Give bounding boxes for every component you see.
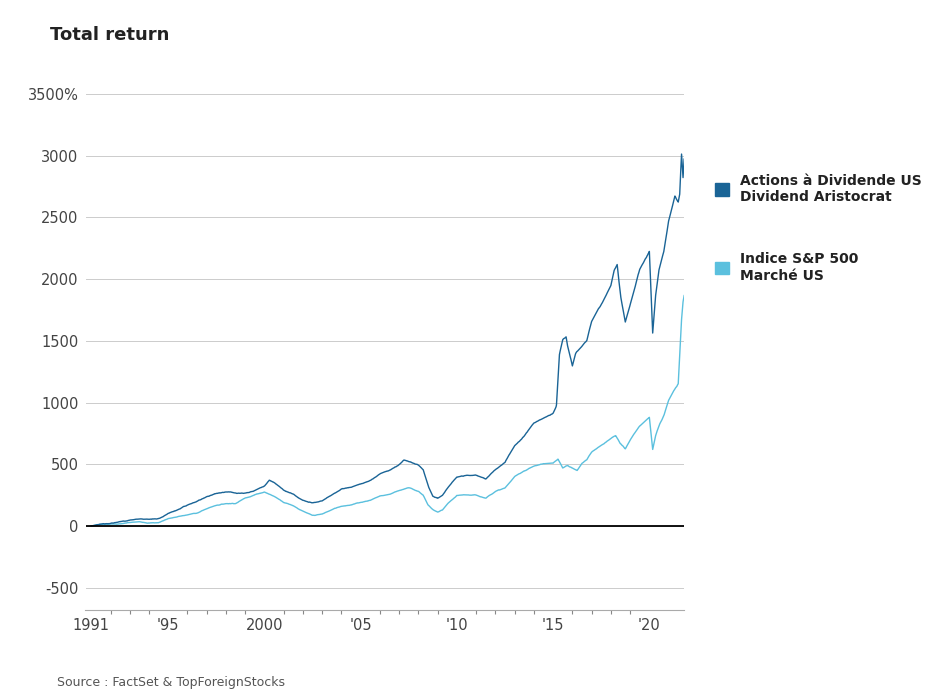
Text: Source : FactSet & TopForeignStocks: Source : FactSet & TopForeignStocks [57, 676, 285, 689]
Legend: Actions à Dividende US
Dividend Aristocrat, Indice S&P 500
Marché US: Actions à Dividende US Dividend Aristocr… [715, 173, 922, 283]
Text: Total return: Total return [49, 26, 169, 44]
